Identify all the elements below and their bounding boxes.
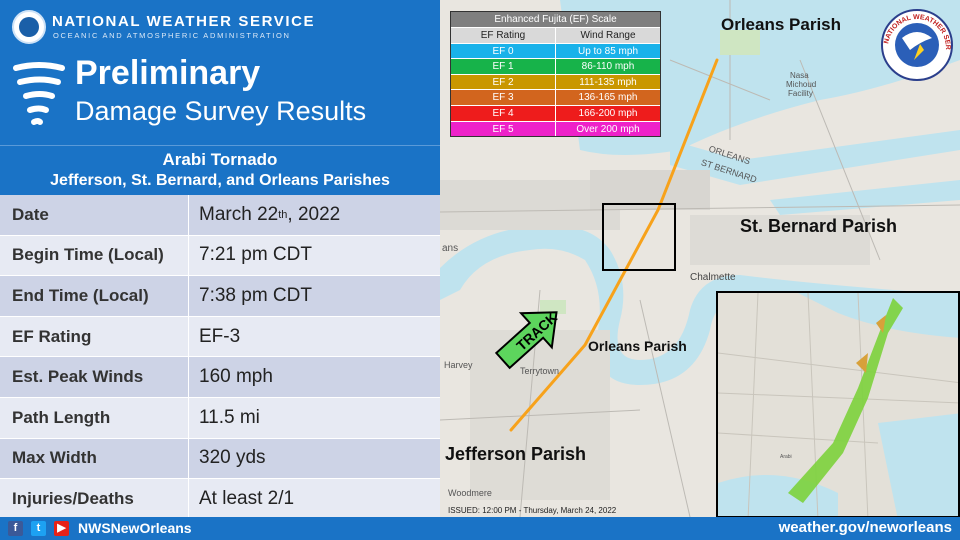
legend-row-ef5: EF 5 Over 200 mph [451,120,660,137]
legend-row-ef4: EF 4 166-200 mph [451,104,660,121]
label-jefferson-parish: Jefferson Parish [445,444,587,464]
issued-timestamp: ISSUED: 12:00 PM - Thursday, March 24, 2… [448,506,617,515]
header: NATIONAL WEATHER SERVICE OCEANIC AND ATM… [0,0,440,145]
inset-label-arabi: Arabi [780,454,792,460]
label-orleans-parish-mid: Orleans Parish [588,338,687,354]
event-area: Jefferson, St. Bernard, and Orleans Pari… [50,172,390,189]
row-value: 160 mph [199,366,273,388]
legend-col-rating: EF Rating [451,28,556,43]
label-terrytown: Terrytown [520,366,560,376]
row-value: 7:21 pm CDT [199,244,312,266]
row-label: Est. Peak Winds [0,357,189,397]
legend-col-range: Wind Range [580,30,636,41]
map-canvas [440,0,960,517]
legend-header-row: EF Rating Wind Range [451,27,660,43]
page-title: Preliminary [75,54,261,92]
row-value: 7:38 pm CDT [199,284,312,306]
table-row: End Time (Local) 7:38 pm CDT [0,276,440,317]
date-year: , 2022 [287,203,341,225]
row-label: Max Width [0,438,189,479]
info-panel: NATIONAL WEATHER SERVICE OCEANIC AND ATM… [0,0,440,540]
facebook-icon[interactable]: f [8,521,23,536]
label-michoud: Michoud [786,80,817,89]
legend-row-ef0: EF 0 Up to 85 mph [451,42,660,59]
tornado-icon [13,62,65,125]
row-value: 320 yds [199,447,266,469]
row-label: Injuries/Deaths [0,479,189,519]
table-row: Est. Peak Winds 160 mph [0,357,440,398]
legend-range: 86-110 mph [581,61,635,73]
track-arrow-icon: TRACK [494,309,560,370]
label-nasa: Nasa [790,71,809,80]
legend-rating: EF 1 [451,59,556,74]
nws-seal-icon: NATIONAL WEATHER SERVICE [880,8,953,81]
agency-subtitle: OCEANIC AND ATMOSPHERIC ADMINISTRATION [53,31,291,40]
label-woodmere: Woodmere [448,488,492,498]
damage-map[interactable]: TRACK [440,0,960,517]
legend-range: Up to 85 mph [577,45,639,57]
nws-logo-icon [12,10,46,44]
table-row: Injuries/Deaths At least 2/1 [0,479,440,520]
row-value: EF-3 [199,325,241,347]
legend-title: Enhanced Fujita (EF) Scale [451,12,660,27]
row-label: Date [0,195,189,235]
zoom-area-box [602,203,676,271]
row-label: Path Length [0,397,189,438]
label-ans: ans [442,243,459,254]
legend-range: Over 200 mph [576,123,640,135]
website-link[interactable]: weather.gov/neworleans [778,519,952,536]
row-label: End Time (Local) [0,276,189,316]
row-label: EF Rating [0,316,189,357]
date-suffix: th [278,208,288,221]
date-value: March 22 [199,203,279,225]
label-chalmette: Chalmette [690,272,736,283]
inset-canvas: Arabi [718,293,958,516]
youtube-icon[interactable]: ▶ [54,521,69,536]
legend-range: 136-165 mph [578,92,638,104]
legend-row-ef1: EF 1 86-110 mph [451,58,660,74]
legend-row-ef3: EF 3 136-165 mph [451,89,660,105]
label-facility: Facility [788,89,813,98]
footer: f t ▶ NWSNewOrleans weather.gov/neworlea… [0,517,960,540]
event-heading: Arabi Tornado Jefferson, St. Bernard, an… [0,145,440,195]
legend-rating: EF 4 [451,105,556,121]
ef-scale-legend: Enhanced Fujita (EF) Scale EF Rating Win… [450,11,661,138]
legend-rating: EF 0 [451,43,556,59]
label-st-bernard-parish: St. Bernard Parish [740,216,898,236]
label-orleans-parish-top: Orleans Parish [721,15,842,34]
legend-rating: EF 5 [451,121,556,137]
legend-range: 166-200 mph [578,107,638,119]
row-value: At least 2/1 [199,487,295,509]
table-row: Max Width 320 yds [0,438,440,480]
table-row: Path Length 11.5 mi [0,397,440,439]
table-row: EF Rating EF-3 [0,316,440,358]
page-subtitle: Damage Survey Results [75,96,367,126]
row-value: 11.5 mi [199,406,260,428]
legend-rating: EF 3 [451,90,556,105]
inset-map[interactable]: Arabi [716,291,960,518]
table-row: Begin Time (Local) 7:21 pm CDT [0,235,440,277]
legend-rating: EF 2 [451,74,556,90]
legend-range: 111-135 mph [579,76,637,88]
legend-row-ef2: EF 2 111-135 mph [451,73,660,90]
agency-name: NATIONAL WEATHER SERVICE [52,13,316,30]
label-harvey: Harvey [444,360,473,370]
event-name: Arabi Tornado [162,150,278,169]
social-handle[interactable]: NWSNewOrleans [78,520,192,536]
row-label: Begin Time (Local) [0,235,189,276]
twitter-icon[interactable]: t [31,521,46,536]
